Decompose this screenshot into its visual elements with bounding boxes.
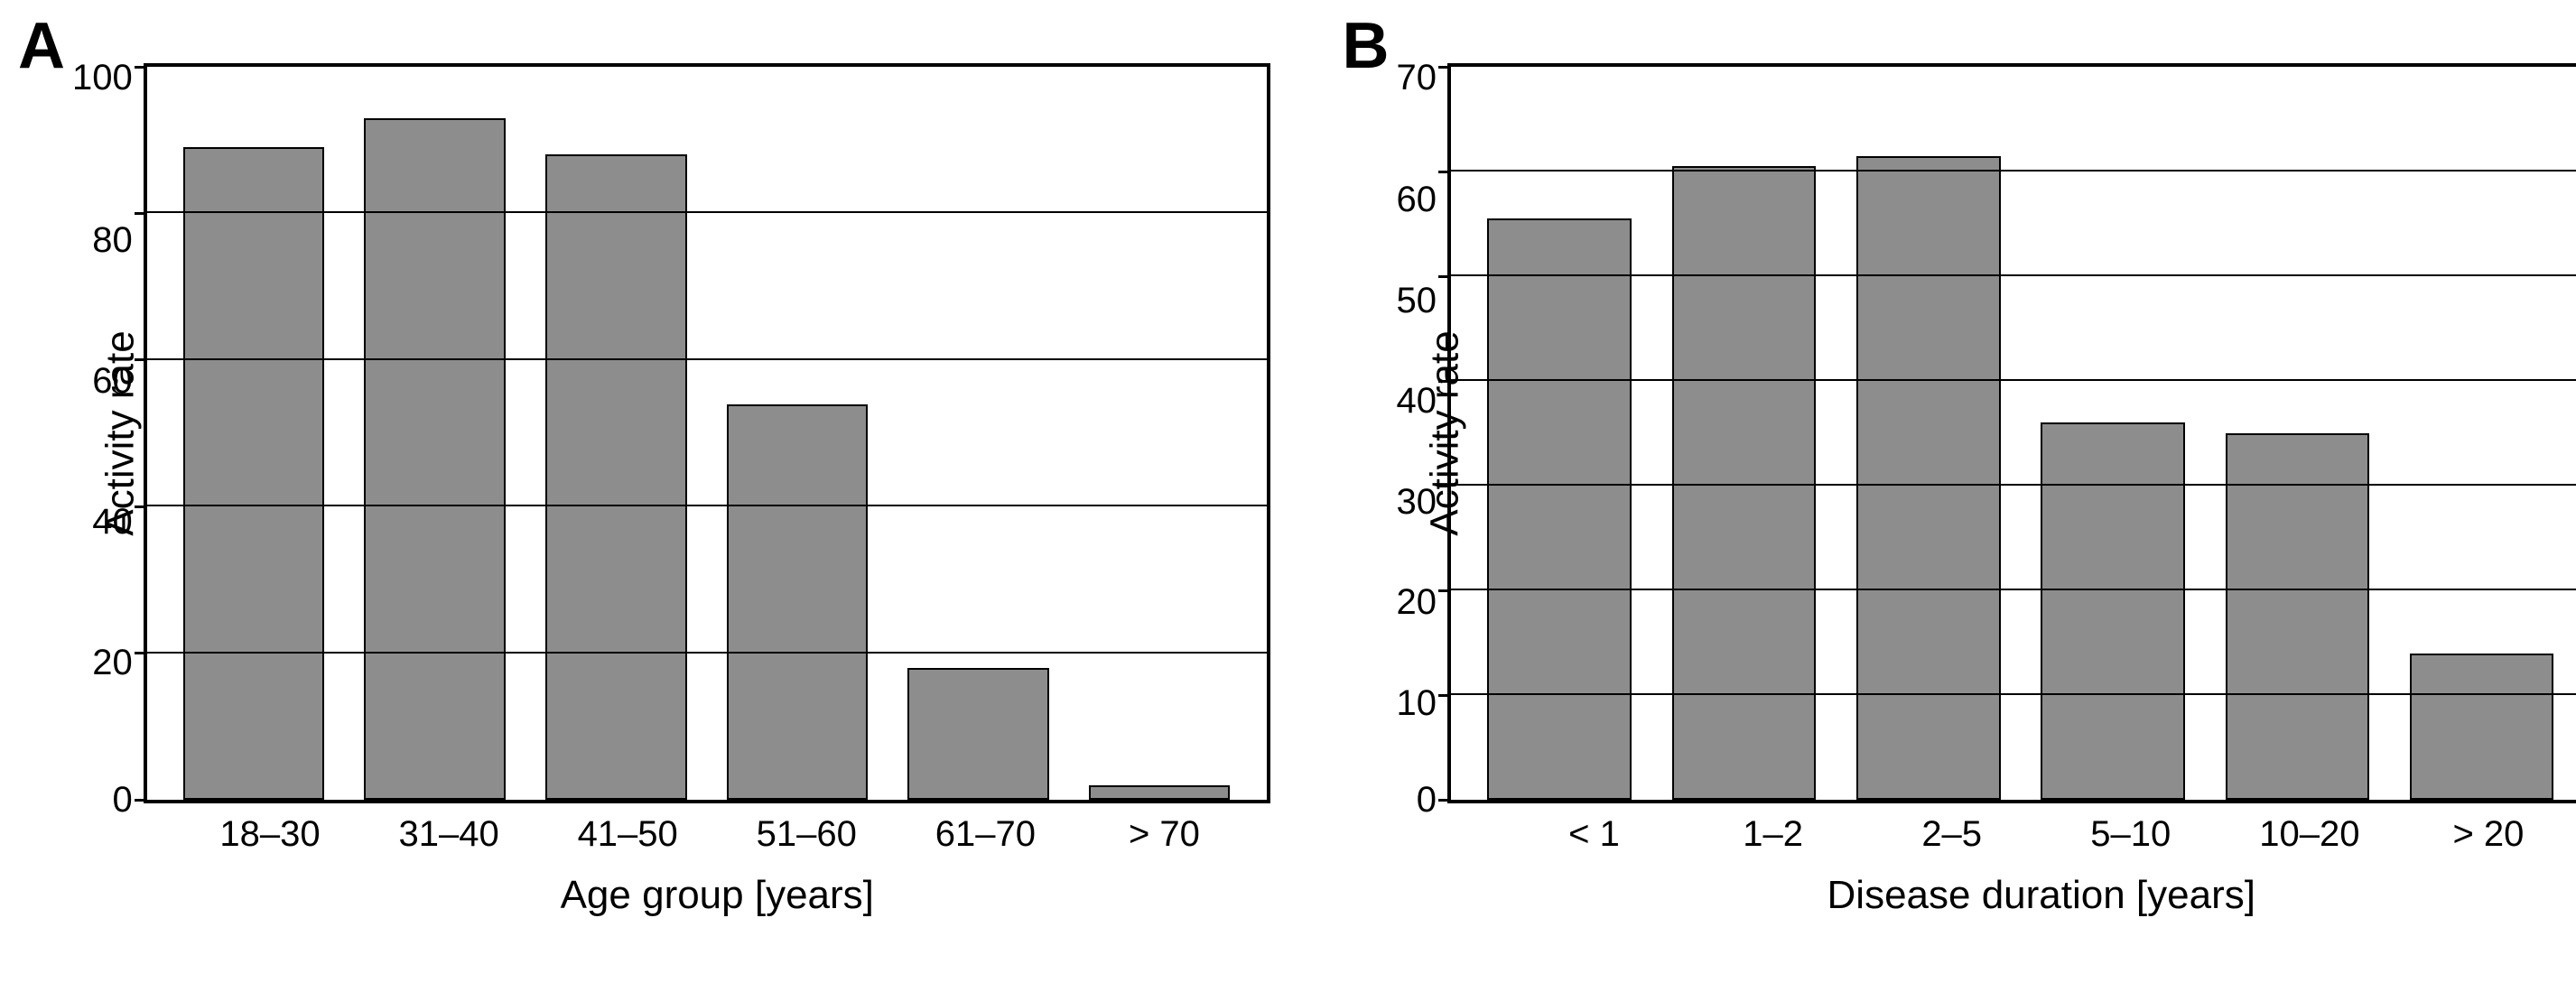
ytick-label: 0 xyxy=(1417,782,1437,818)
xtick-label: 10–20 xyxy=(2240,814,2380,855)
ytick-mark xyxy=(135,505,147,508)
panel-b-xaxis: < 1 1–2 2–5 5–10 10–20 > 20 xyxy=(1489,803,2576,855)
ytick-label: 20 xyxy=(1397,584,1437,620)
gridline xyxy=(147,505,1267,506)
ytick-mark xyxy=(1438,275,1451,278)
ytick-mark xyxy=(1438,589,1451,592)
gridline xyxy=(1451,170,2576,172)
ytick-label: 40 xyxy=(1397,383,1437,419)
ytick-label: 80 xyxy=(92,222,133,258)
xtick-label: 31–40 xyxy=(379,814,519,855)
panel-a-xaxis: 18–30 31–40 41–50 51–60 61–70 > 70 xyxy=(164,803,1270,855)
panel-a-plot xyxy=(144,63,1270,803)
xtick-label: 61–70 xyxy=(916,814,1056,855)
ytick-mark xyxy=(135,212,147,215)
panel-a-xlabel: Age group [years] xyxy=(164,873,1270,918)
ytick-mark xyxy=(135,652,147,654)
ytick-label: 50 xyxy=(1397,283,1437,319)
xtick-label: 51–60 xyxy=(737,814,877,855)
panel-b-xaxis-wrap: < 1 1–2 2–5 5–10 10–20 > 20 Disease duration … xyxy=(1489,803,2576,918)
ytick-mark xyxy=(1438,694,1451,697)
xtick-label: 1–2 xyxy=(1703,814,1843,855)
bar xyxy=(2226,433,2369,800)
bar xyxy=(907,668,1048,800)
figure-container: A Activity rate 100806040200 18–3031–404… xyxy=(18,18,2576,965)
bar xyxy=(1089,785,1230,800)
ytick-label: 60 xyxy=(92,363,133,399)
xtick-label: < 1 xyxy=(1524,814,1664,855)
ytick-label: 70 xyxy=(1397,60,1437,96)
ytick-mark xyxy=(1438,171,1451,173)
gridline xyxy=(1451,484,2576,486)
ytick-mark xyxy=(135,358,147,361)
xtick-label: > 20 xyxy=(2419,814,2559,855)
bar xyxy=(183,147,324,800)
gridline xyxy=(147,211,1267,213)
gridline xyxy=(1451,693,2576,695)
ytick-mark xyxy=(1438,799,1451,802)
gridline xyxy=(1451,589,2576,590)
ytick-mark xyxy=(1438,380,1451,383)
panel-b-ylabel-wrap: Activity rate xyxy=(1343,63,1397,803)
xtick-label: 41–50 xyxy=(558,814,698,855)
panel-a-chart: Activity rate 100806040200 xyxy=(18,63,1270,803)
ytick-label: 40 xyxy=(92,504,133,540)
ytick-mark xyxy=(135,66,147,69)
xtick-label: 2–5 xyxy=(1882,814,2022,855)
ytick-label: 0 xyxy=(113,782,133,818)
ytick-mark xyxy=(1438,66,1451,69)
ytick-label: 20 xyxy=(92,645,133,681)
ytick-label: 10 xyxy=(1397,685,1437,721)
xtick-label: 5–10 xyxy=(2061,814,2201,855)
bar xyxy=(2410,654,2553,800)
bar xyxy=(545,154,686,800)
bar xyxy=(364,118,505,800)
bar xyxy=(1856,156,2000,800)
gridline xyxy=(1451,379,2576,381)
panel-b-letter: B xyxy=(1343,9,1390,83)
panel-b-bars xyxy=(1451,67,2576,800)
ytick-label: 60 xyxy=(1397,181,1437,218)
bar xyxy=(1487,218,1631,800)
gridline xyxy=(147,358,1267,360)
panel-b-plot xyxy=(1447,63,2576,803)
panel-a-xaxis-wrap: 18–30 31–40 41–50 51–60 61–70 > 70 Age group … xyxy=(164,803,1270,918)
panel-a-ylabel-wrap: Activity rate xyxy=(18,63,72,803)
panel-a-bars xyxy=(147,67,1267,800)
bar xyxy=(2041,422,2184,800)
panel-b: B Activity rate 706050403020100 < 11–22–… xyxy=(1343,18,2576,965)
panel-a: A Activity rate 100806040200 18–3031–404… xyxy=(18,18,1270,965)
xtick-label: > 70 xyxy=(1094,814,1234,855)
ytick-mark xyxy=(135,799,147,802)
panel-a-letter: A xyxy=(18,9,65,83)
ytick-label: 100 xyxy=(72,60,133,96)
gridline xyxy=(147,652,1267,654)
bar xyxy=(727,404,868,800)
panel-b-xlabel: Disease duration [years] xyxy=(1489,873,2576,918)
ytick-mark xyxy=(1438,485,1451,487)
panel-b-chart: Activity rate 706050403020100 xyxy=(1343,63,2576,803)
xtick-label: 18–30 xyxy=(200,814,340,855)
gridline xyxy=(1451,274,2576,276)
ytick-label: 30 xyxy=(1397,484,1437,520)
